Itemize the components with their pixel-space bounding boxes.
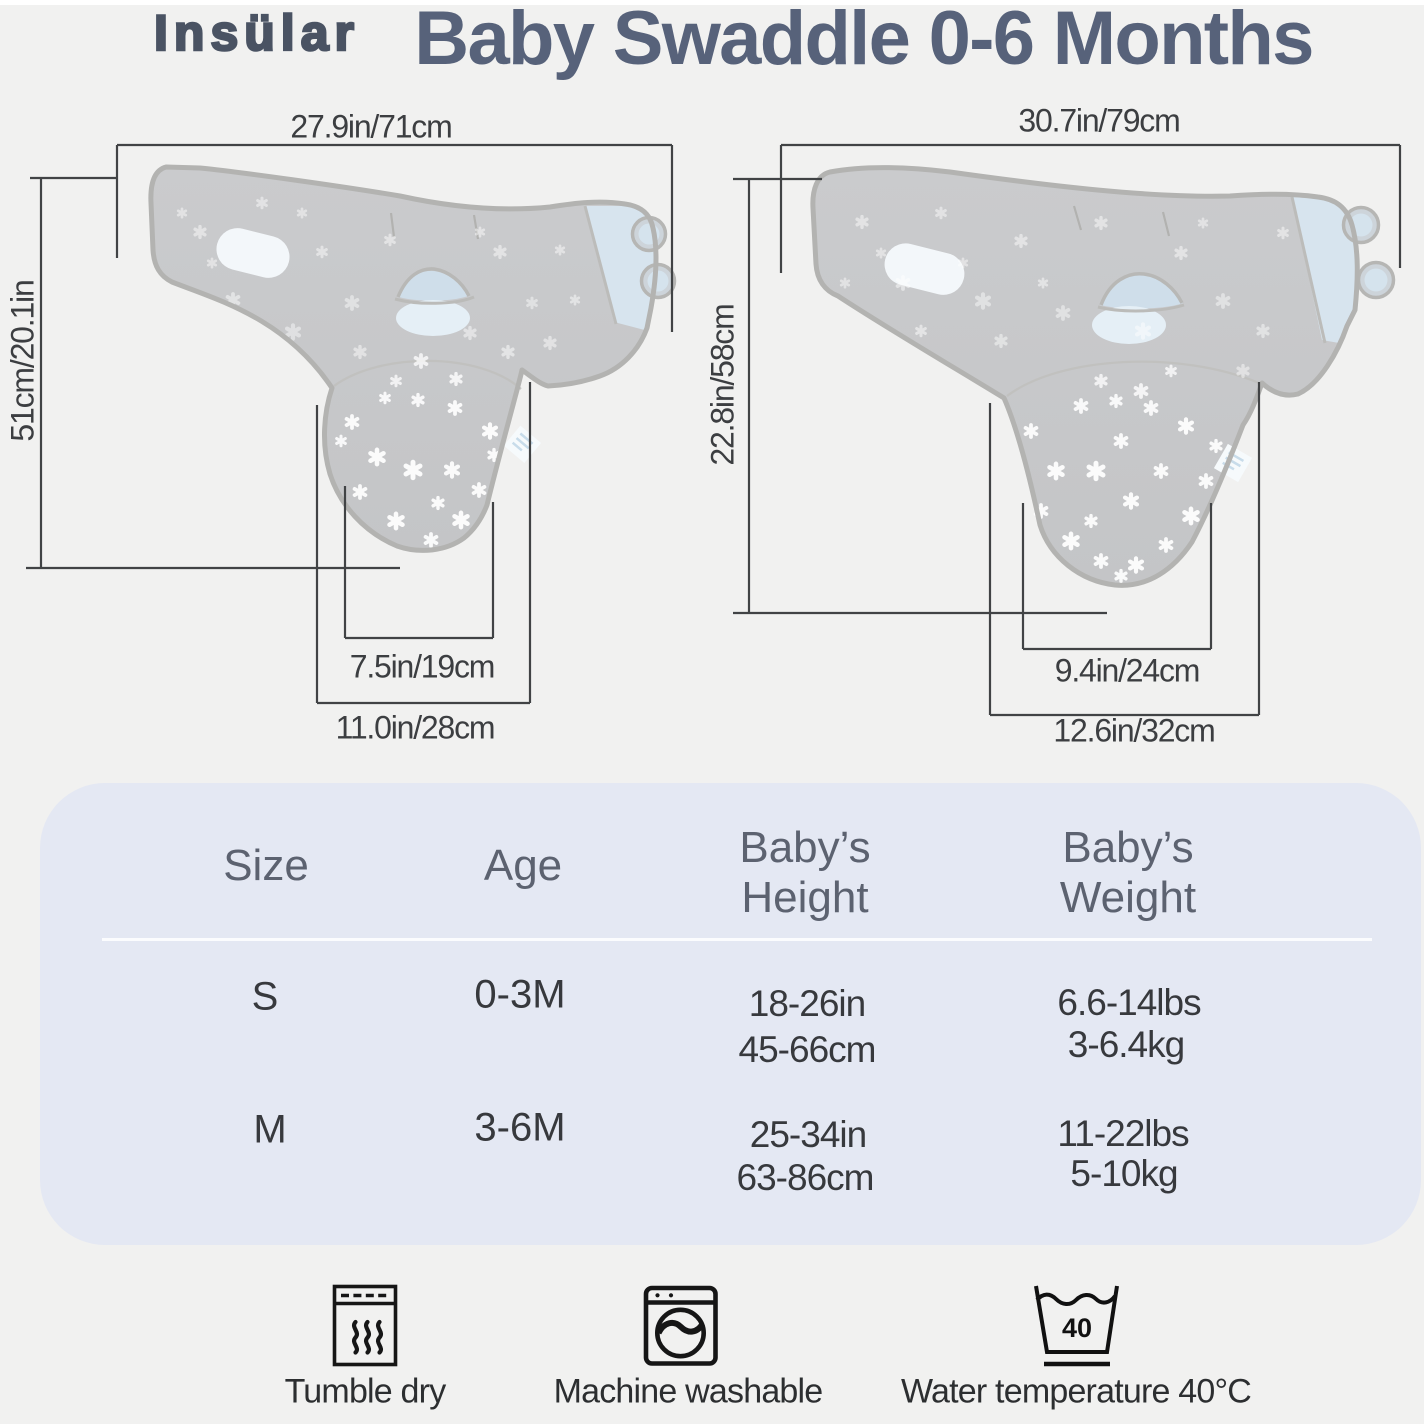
- svg-text:40: 40: [1062, 1313, 1092, 1343]
